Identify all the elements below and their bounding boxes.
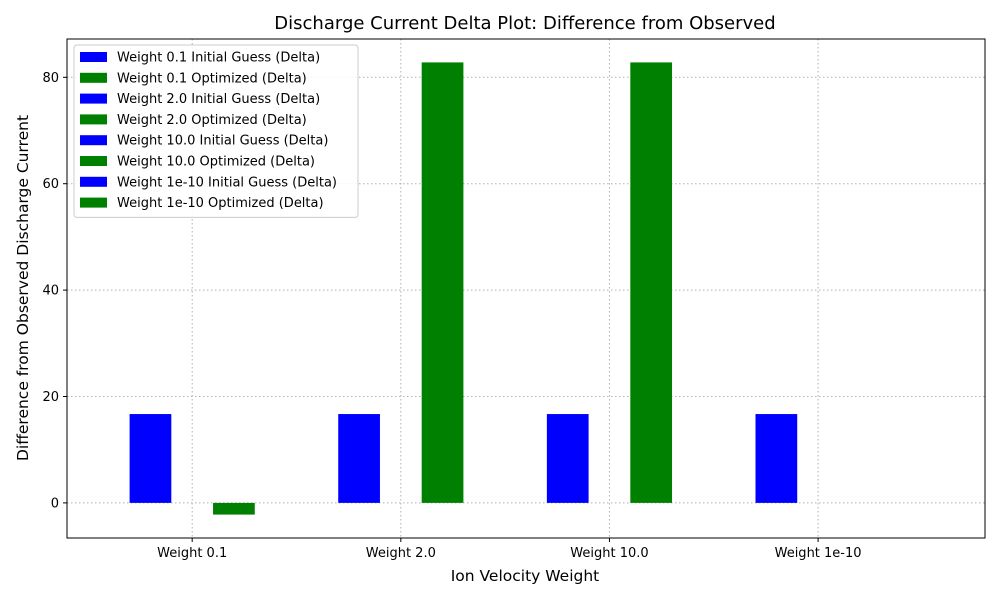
- bar: [129, 414, 172, 503]
- chart-title: Discharge Current Delta Plot: Difference…: [274, 13, 775, 34]
- x-tick-label: Weight 0.1: [157, 546, 227, 561]
- plot-frame: [66, 38, 986, 539]
- bar: [421, 62, 464, 503]
- bar: [630, 62, 673, 503]
- legend-entry: Weight 2.0 Optimized (Delta): [117, 113, 307, 128]
- legend-box: [73, 44, 359, 218]
- x-axis-label: Ion Velocity Weight: [451, 567, 600, 585]
- legend-entry: Weight 10.0 Initial Guess (Delta): [117, 134, 328, 149]
- legend-swatch: [80, 135, 107, 146]
- legend-swatch: [80, 72, 107, 83]
- legend-swatch: [80, 197, 107, 208]
- bar: [546, 414, 589, 503]
- x-tick-label: Weight 10.0: [570, 546, 648, 561]
- y-tick-label: 60: [42, 177, 59, 192]
- y-tick-label: 80: [42, 71, 59, 86]
- bar: [755, 414, 798, 503]
- legend-entry: Weight 0.1 Initial Guess (Delta): [117, 51, 320, 66]
- legend-entry: Weight 10.0 Optimized (Delta): [117, 155, 315, 170]
- legend-entry: Weight 1e-10 Initial Guess (Delta): [117, 175, 337, 190]
- y-axis-label: Difference from Observed Discharge Curre…: [14, 115, 32, 461]
- y-tick-label: 40: [42, 284, 59, 299]
- legend-entry: Weight 1e-10 Optimized (Delta): [117, 196, 324, 211]
- legend-swatch: [80, 114, 107, 125]
- y-tick-label: 0: [51, 496, 59, 511]
- legend-swatch: [80, 176, 107, 187]
- bar: [213, 502, 255, 515]
- legend: Weight 0.1 Initial Guess (Delta) Weight 0…: [73, 44, 359, 218]
- bars-layer: [129, 62, 798, 515]
- legend-entry: Weight 2.0 Initial Guess (Delta): [117, 92, 320, 107]
- x-tick-label: Weight 1e-10: [775, 546, 862, 561]
- legend-swatch: [80, 156, 107, 166]
- bar: [338, 414, 380, 503]
- ticks-layer: 0 20 40 60 80 Weight 0.1 Weight 2.0 Weight 10.0…: [42, 71, 861, 561]
- legend-swatch: [80, 93, 107, 104]
- x-tick-label: Weight 2.0: [366, 546, 436, 561]
- legend-entry: Weight 0.1 Optimized (Delta): [117, 71, 307, 86]
- y-tick-label: 20: [42, 390, 59, 405]
- legend-swatch: [80, 52, 107, 62]
